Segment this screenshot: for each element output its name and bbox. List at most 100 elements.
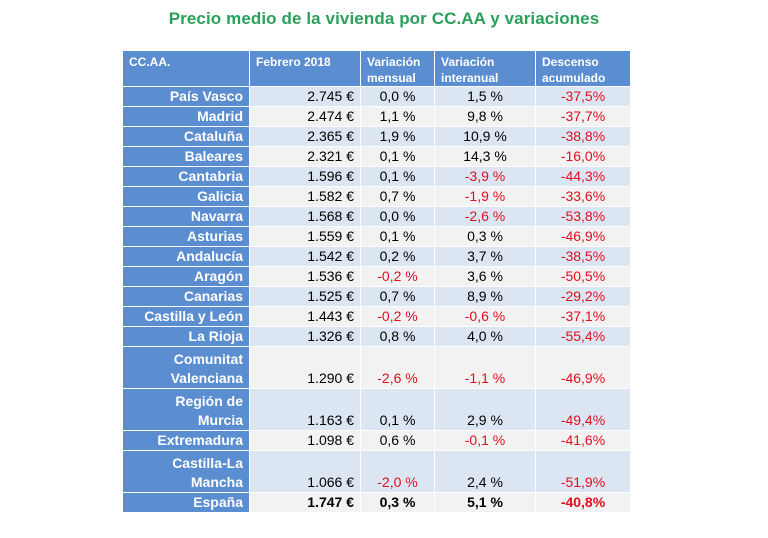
monthly-variation-cell: -0,2 %: [360, 306, 435, 327]
cumulative-decline-cell: -46,9%: [535, 346, 631, 389]
annual-variation-cell: 3,6 %: [434, 266, 536, 287]
annual-variation-cell: -0,1 %: [434, 430, 536, 451]
annual-variation-cell: 8,9 %: [434, 286, 536, 307]
annual-variation-cell: -1,9 %: [434, 186, 536, 207]
header-region: CC.AA.: [122, 50, 250, 87]
monthly-variation-cell: 0,1 %: [360, 388, 435, 431]
annual-variation-cell: 14,3 %: [434, 146, 536, 167]
monthly-variation-cell: -2,6 %: [360, 346, 435, 389]
cumulative-decline-cell: -53,8%: [535, 206, 631, 227]
annual-variation-cell: 0,3 %: [434, 226, 536, 247]
annual-variation-cell: 1,5 %: [434, 86, 536, 107]
price-cell: 2.745 €: [249, 86, 361, 107]
monthly-variation-cell: 1,1 %: [360, 106, 435, 127]
region-cell: Canarias: [122, 286, 250, 307]
annual-variation-cell: 4,0 %: [434, 326, 536, 347]
region-cell: Galicia: [122, 186, 250, 207]
cumulative-decline-cell: -50,5%: [535, 266, 631, 287]
price-cell: 1.443 €: [249, 306, 361, 327]
cumulative-decline-cell: -41,6%: [535, 430, 631, 451]
price-cell: 2.474 €: [249, 106, 361, 127]
table-row: España 1.747 €0,3 % 5,1 % -40,8%: [122, 492, 631, 513]
table-row: Aragón 1.536 € -0,2 % 3,6 % -50,5%: [122, 266, 631, 287]
monthly-variation-cell: -0,2 %: [360, 266, 435, 287]
cumulative-decline-cell: -49,4%: [535, 388, 631, 431]
cumulative-decline-cell: -33,6%: [535, 186, 631, 207]
monthly-variation-cell: 0,7 %: [360, 286, 435, 307]
table-row: Asturias 1.559 €0,1 % 0,3 % -46,9%: [122, 226, 631, 247]
annual-variation-cell: 2,4 %: [434, 450, 536, 493]
page-title: Precio medio de la vivienda por CC.AA y …: [168, 9, 600, 28]
cumulative-decline-cell: -16,0%: [535, 146, 631, 167]
cumulative-decline-cell: -37,1%: [535, 306, 631, 327]
cumulative-decline-cell: -38,8%: [535, 126, 631, 147]
table-row: Castilla-La Mancha 1.066 € -2,0 % 2,4 % -51,…: [122, 450, 631, 493]
price-cell: 2.365 €: [249, 126, 361, 147]
table-row: Madrid 2.474 €1,1 % 9,8 % -37,7%: [122, 106, 631, 127]
region-cell: España: [122, 492, 250, 513]
annual-variation-cell: 2,9 %: [434, 388, 536, 431]
region-cell: Asturias: [122, 226, 250, 247]
annual-variation-cell: 3,7 %: [434, 246, 536, 267]
header-cumulative: Descenso acumulado: [535, 50, 631, 87]
table-row: Región de Murcia 1.163 €0,1 % 2,9 % -49,4%: [122, 388, 631, 431]
monthly-variation-cell: 1,9 %: [360, 126, 435, 147]
annual-variation-cell: 5,1 %: [434, 492, 536, 513]
table-row: Galicia 1.582 €0,7 % -1,9 % -33,6%: [122, 186, 631, 207]
annual-variation-cell: -2,6 %: [434, 206, 536, 227]
table-row: Andalucía 1.542 €0,2 % 3,7 % -38,5%: [122, 246, 631, 267]
region-cell: Cataluña: [122, 126, 250, 147]
region-cell: La Rioja: [122, 326, 250, 347]
price-cell: 1.559 €: [249, 226, 361, 247]
monthly-variation-cell: 0,0 %: [360, 206, 435, 227]
price-cell: 1.525 €: [249, 286, 361, 307]
monthly-variation-cell: 0,6 %: [360, 430, 435, 451]
region-cell: Baleares: [122, 146, 250, 167]
price-cell: 1.582 €: [249, 186, 361, 207]
price-cell: 1.066 €: [249, 450, 361, 493]
cumulative-decline-cell: -37,5%: [535, 86, 631, 107]
region-cell: Región de Murcia: [122, 388, 250, 431]
table-row: Canarias 1.525 €0,7 % 8,9 % -29,2%: [122, 286, 631, 307]
monthly-variation-cell: 0,1 %: [360, 226, 435, 247]
price-cell: 2.321 €: [249, 146, 361, 167]
table-row: Cataluña 2.365 €1,9 % 10,9 % -38,8%: [122, 126, 631, 147]
housing-price-table: CC.AA. Febrero 2018 Variación mensual Va…: [122, 50, 631, 513]
header-price: Febrero 2018: [249, 50, 361, 87]
monthly-variation-cell: -2,0 %: [360, 450, 435, 493]
cumulative-decline-cell: -40,8%: [535, 492, 631, 513]
cumulative-decline-cell: -44,3%: [535, 166, 631, 187]
price-cell: 1.098 €: [249, 430, 361, 451]
table-row: Comunitat Valenciana 1.290 € -2,6 % -1,1 % -…: [122, 346, 631, 389]
monthly-variation-cell: 0,8 %: [360, 326, 435, 347]
monthly-variation-cell: 0,3 %: [360, 492, 435, 513]
annual-variation-cell: 10,9 %: [434, 126, 536, 147]
table-body: País Vasco 2.745 €0,0 % 1,5 % -37,5% Madrid 2…: [122, 86, 631, 513]
annual-variation-cell: -3,9 %: [434, 166, 536, 187]
cumulative-decline-cell: -29,2%: [535, 286, 631, 307]
region-cell: Andalucía: [122, 246, 250, 267]
region-cell: Castilla y León: [122, 306, 250, 327]
table-row: Navarra 1.568 €0,0 % -2,6 % -53,8%: [122, 206, 631, 227]
table-row: Baleares 2.321 €0,1 % 14,3 % -16,0%: [122, 146, 631, 167]
cumulative-decline-cell: -37,7%: [535, 106, 631, 127]
monthly-variation-cell: 0,2 %: [360, 246, 435, 267]
monthly-variation-cell: 0,1 %: [360, 146, 435, 167]
region-cell: Cantabria: [122, 166, 250, 187]
table-row: La Rioja 1.326 €0,8 % 4,0 % -55,4%: [122, 326, 631, 347]
price-cell: 1.542 €: [249, 246, 361, 267]
region-cell: País Vasco: [122, 86, 250, 107]
cumulative-decline-cell: -55,4%: [535, 326, 631, 347]
header-monthly: Variación mensual: [360, 50, 435, 87]
region-cell: Comunitat Valenciana: [122, 346, 250, 389]
region-cell: Castilla-La Mancha: [122, 450, 250, 493]
header-annual: Variación interanual: [434, 50, 536, 87]
cumulative-decline-cell: -46,9%: [535, 226, 631, 247]
table-header-row: CC.AA. Febrero 2018 Variación mensual Va…: [122, 50, 631, 87]
monthly-variation-cell: 0,0 %: [360, 86, 435, 107]
price-cell: 1.568 €: [249, 206, 361, 227]
price-cell: 1.290 €: [249, 346, 361, 389]
annual-variation-cell: -0,6 %: [434, 306, 536, 327]
monthly-variation-cell: 0,7 %: [360, 186, 435, 207]
price-cell: 1.536 €: [249, 266, 361, 287]
